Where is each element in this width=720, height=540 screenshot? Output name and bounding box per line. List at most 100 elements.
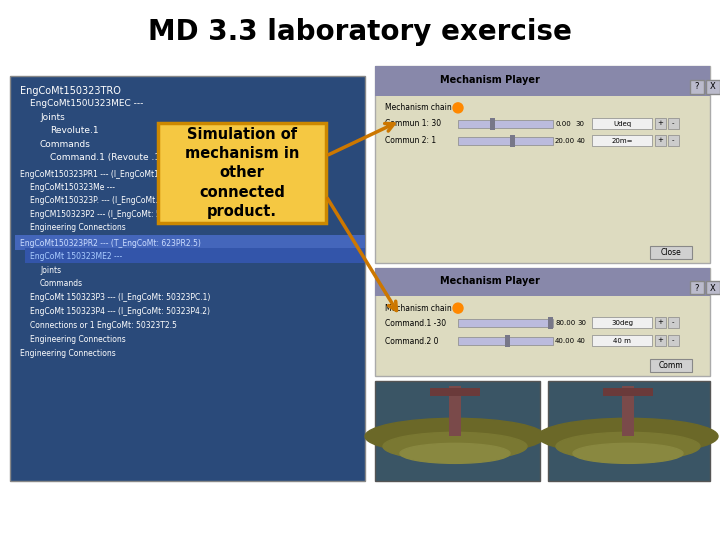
Bar [375,268,710,376]
Text: 40: 40 [577,138,586,144]
Text: -: - [672,319,674,325]
Bar [690,80,704,94]
Bar [458,120,553,128]
Bar [548,381,710,481]
Text: X: X [710,82,716,91]
Text: EngCoMt 150323P4 --- (I_EngCoMt: 50323P4.2): EngCoMt 150323P4 --- (I_EngCoMt: 50323P4… [30,307,210,316]
Bar [375,66,710,96]
Bar [592,335,652,346]
Text: Revolute.1: Revolute.1 [50,126,99,136]
Circle shape [453,103,463,113]
Text: Connections or 1 EngCoMt: 50323T2.5: Connections or 1 EngCoMt: 50323T2.5 [30,321,177,329]
Text: Command.1 -30: Command.1 -30 [385,319,446,328]
Text: Commands: Commands [40,279,83,288]
Bar [449,386,461,436]
Text: EngCoMt 150323ME2 ---: EngCoMt 150323ME2 --- [30,252,122,261]
Text: Simulation of
mechanism in
other
connected
product.: Simulation of mechanism in other connect… [185,127,300,219]
Bar [375,268,710,296]
Text: EngCoMt150323TRO: EngCoMt150323TRO [20,86,121,96]
Bar [650,359,692,372]
Ellipse shape [383,433,527,461]
Ellipse shape [365,418,545,454]
Bar [548,317,553,329]
Text: +: + [657,319,663,325]
Bar [15,235,365,250]
Bar [458,137,553,145]
Ellipse shape [573,443,683,463]
Text: 20.00: 20.00 [555,138,575,144]
Text: 40.00: 40.00 [555,338,575,344]
Text: +: + [657,120,663,126]
Text: 40 m: 40 m [613,338,631,344]
Ellipse shape [400,443,510,463]
Text: Mechanism chain: Mechanism chain [385,303,451,313]
Ellipse shape [556,433,700,461]
Bar [668,118,679,129]
Text: Close: Close [661,247,681,256]
Text: EngCoMt150323P. --- (I_EngCoMt. 50323P1..): EngCoMt150323P. --- (I_EngCoMt. 50323P1.… [30,197,202,206]
Text: +: + [657,337,663,343]
Text: Comm: Comm [659,361,683,370]
Text: 30: 30 [577,320,586,326]
Text: Mechanism chain: Mechanism chain [385,103,451,112]
Text: -: - [672,137,674,143]
Text: Joints: Joints [40,113,65,123]
Circle shape [453,303,463,313]
Text: Mechanism Player: Mechanism Player [440,276,540,286]
Text: 30: 30 [575,121,584,127]
Text: +: + [657,137,663,143]
Text: Engineering Connections: Engineering Connections [30,222,126,232]
Bar [592,135,652,146]
Bar [650,246,692,259]
Text: Command.1 (Revoute .1): Command.1 (Revoute .1) [50,153,163,163]
Text: 80.00: 80.00 [555,320,575,326]
Bar [430,388,480,396]
Text: -: - [672,337,674,343]
Text: EngCoMt150U323MEC ---: EngCoMt150U323MEC --- [30,99,143,109]
Text: 30deg: 30deg [611,320,633,326]
Text: László Horváth: László Horváth [68,507,192,525]
Text: UÓ-JNFI-IAM: UÓ-JNFI-IAM [310,505,410,526]
Bar [458,319,553,327]
Text: EngCoMt150323Me ---: EngCoMt150323Me --- [30,184,115,192]
Bar [158,123,326,223]
Bar [690,281,704,294]
Bar [458,337,553,345]
Bar [668,135,679,146]
Bar [510,135,515,147]
Text: Commun 1: 30: Commun 1: 30 [385,119,441,129]
Bar [706,80,720,94]
Text: EngCoMt 150323P3 --- (I_EngCoMt: 50323PC.1): EngCoMt 150323P3 --- (I_EngCoMt: 50323PC… [30,293,210,302]
Bar [668,335,679,346]
Text: -: - [672,120,674,126]
Bar [655,118,666,129]
Text: Commands: Commands [40,140,91,150]
Text: Joints: Joints [40,266,61,274]
Text: X: X [710,284,716,293]
Text: Engineering Connections: Engineering Connections [30,335,126,343]
Bar [655,135,666,146]
Text: http://users.nik.uni-obuda.hu/lhorvath/: http://users.nik.uni-obuda.hu/lhorvath/ [401,507,720,525]
Bar [668,317,679,328]
Bar [25,248,365,263]
Text: EngCoMt150323PR2 --- (T_EngCoMt: 623PR2.5): EngCoMt150323PR2 --- (T_EngCoMt: 623PR2.… [20,239,201,247]
Text: Command.2 0: Command.2 0 [385,336,438,346]
Bar [706,281,720,294]
Bar [490,118,495,130]
Text: 0.00: 0.00 [555,121,571,127]
Bar [592,118,652,129]
Bar [375,66,710,263]
Text: EngCoMt150323PR1 --- (I_EngCoMt150323PR. 3): EngCoMt150323PR1 --- (I_EngCoMt150323PR.… [20,171,205,179]
Text: ?: ? [695,284,699,293]
Text: Engineering Connections: Engineering Connections [20,349,116,357]
Bar [655,317,666,328]
Text: MD 3.3 laboratory exercise: MD 3.3 laboratory exercise [148,18,572,46]
Text: 40: 40 [577,338,586,344]
Bar [592,317,652,328]
Ellipse shape [538,418,718,454]
Bar [655,335,666,346]
Text: 20m=: 20m= [611,138,633,144]
Text: Commun 2: 1: Commun 2: 1 [385,137,436,145]
Text: Udeq: Udeq [613,121,631,127]
Bar [10,76,365,481]
